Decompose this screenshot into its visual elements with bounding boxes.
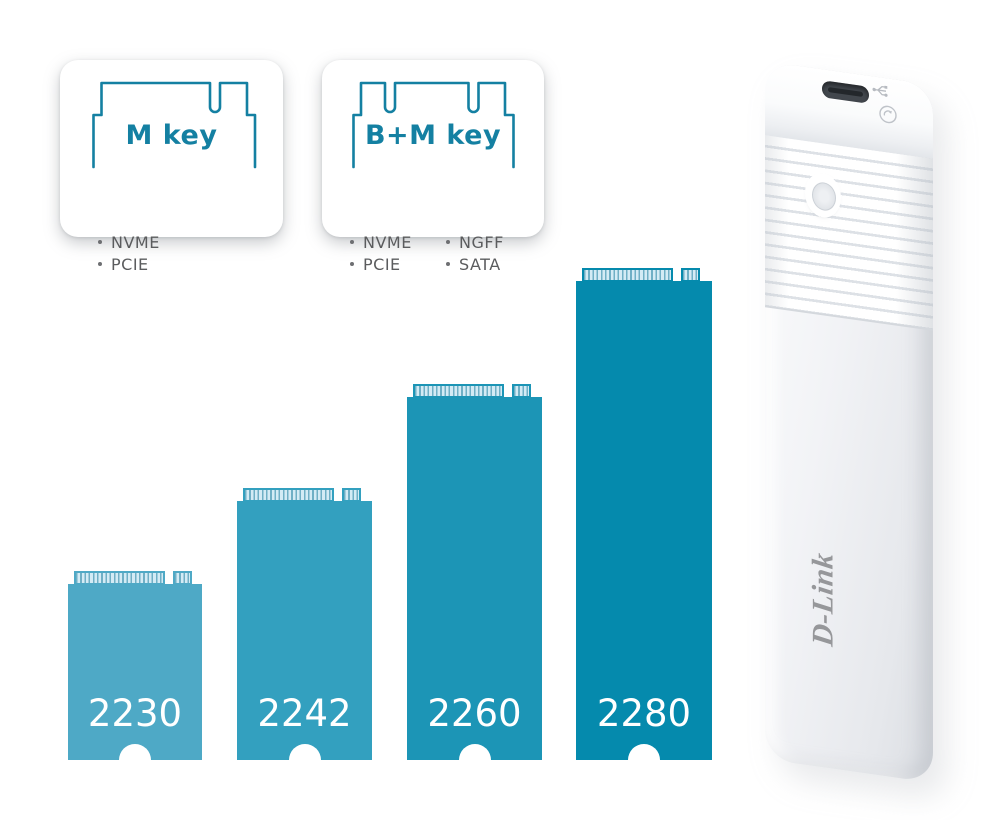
- ssd-card-2242: 2242: [237, 488, 372, 776]
- list-item: NGFF: [446, 231, 504, 253]
- list-item: SATA: [446, 253, 504, 275]
- list-item: PCIE: [350, 253, 412, 275]
- m-key-card: M key NVME PCIE: [60, 60, 283, 274]
- usb-c-port: [822, 80, 869, 104]
- m-key-bullets: NVME PCIE: [98, 231, 160, 275]
- connector-pins-narrow: [173, 571, 192, 585]
- ssd-board: 2280: [576, 281, 712, 776]
- bm-key-title: B+M key: [364, 120, 502, 151]
- bm-key-connector-outline-icon: [322, 60, 544, 237]
- connector-pins-narrow: [342, 488, 361, 502]
- list-item: PCIE: [98, 253, 160, 275]
- bullet-icon: [98, 240, 102, 244]
- ssd-size-label: 2260: [427, 692, 522, 735]
- connector-pins-wide: [582, 268, 673, 282]
- ssd-size-label: 2230: [87, 692, 183, 735]
- ssd-card-2280: 2280: [576, 268, 712, 776]
- ribbed-grip: [765, 135, 933, 331]
- ssd-card-2260: 2260: [407, 384, 542, 776]
- screw-notch: [458, 744, 491, 776]
- bullet-label: SATA: [459, 254, 501, 274]
- bm-key-bullets-col1: NVME PCIE: [350, 231, 412, 275]
- connector-pins-wide: [74, 571, 165, 585]
- bullet-icon: [446, 262, 450, 266]
- connector-pins-narrow: [512, 384, 531, 398]
- list-item: NVME: [350, 231, 412, 253]
- bm-key-bullets-col2: NGFF SATA: [446, 231, 504, 275]
- list-item: NVME: [98, 231, 160, 253]
- brand-logo: D-Link: [789, 547, 857, 653]
- ssd-size-label: 2242: [257, 692, 352, 735]
- connector-pins-wide: [243, 488, 334, 502]
- bullet-icon: [98, 262, 102, 266]
- bullet-label: PCIE: [111, 254, 149, 274]
- screw-notch: [288, 744, 321, 776]
- bullet-label: NGFF: [459, 232, 504, 252]
- bullet-label: PCIE: [363, 254, 401, 274]
- top-cap: [765, 61, 933, 159]
- screw-notch: [119, 744, 151, 776]
- ssd-card-2230: 2230: [68, 571, 202, 776]
- bullet-icon: [350, 262, 354, 266]
- bullet-icon: [446, 240, 450, 244]
- bullet-icon: [350, 240, 354, 244]
- connector-pins-narrow: [681, 268, 700, 282]
- ssd-board: 2242: [237, 501, 372, 776]
- usb-trident-icon: [872, 81, 890, 104]
- screw-notch: [628, 744, 660, 776]
- ssd-board: 2230: [68, 584, 202, 776]
- ssd-size-label: 2280: [596, 692, 692, 735]
- brand-logo-text: D-Link: [806, 550, 839, 649]
- ssd-board: 2260: [407, 397, 542, 776]
- data-sync-icon: [878, 103, 898, 130]
- connector-pins-wide: [413, 384, 504, 398]
- m-key-title: M key: [125, 120, 218, 151]
- m-key-connector-outline-icon: [60, 60, 283, 237]
- bm-key-card: B+M key NVME PCIE NGFF SATA: [322, 60, 544, 274]
- bullet-label: NVME: [111, 232, 160, 252]
- bullet-label: NVME: [363, 232, 412, 252]
- ssd-enclosure-product: D-Link: [765, 61, 933, 783]
